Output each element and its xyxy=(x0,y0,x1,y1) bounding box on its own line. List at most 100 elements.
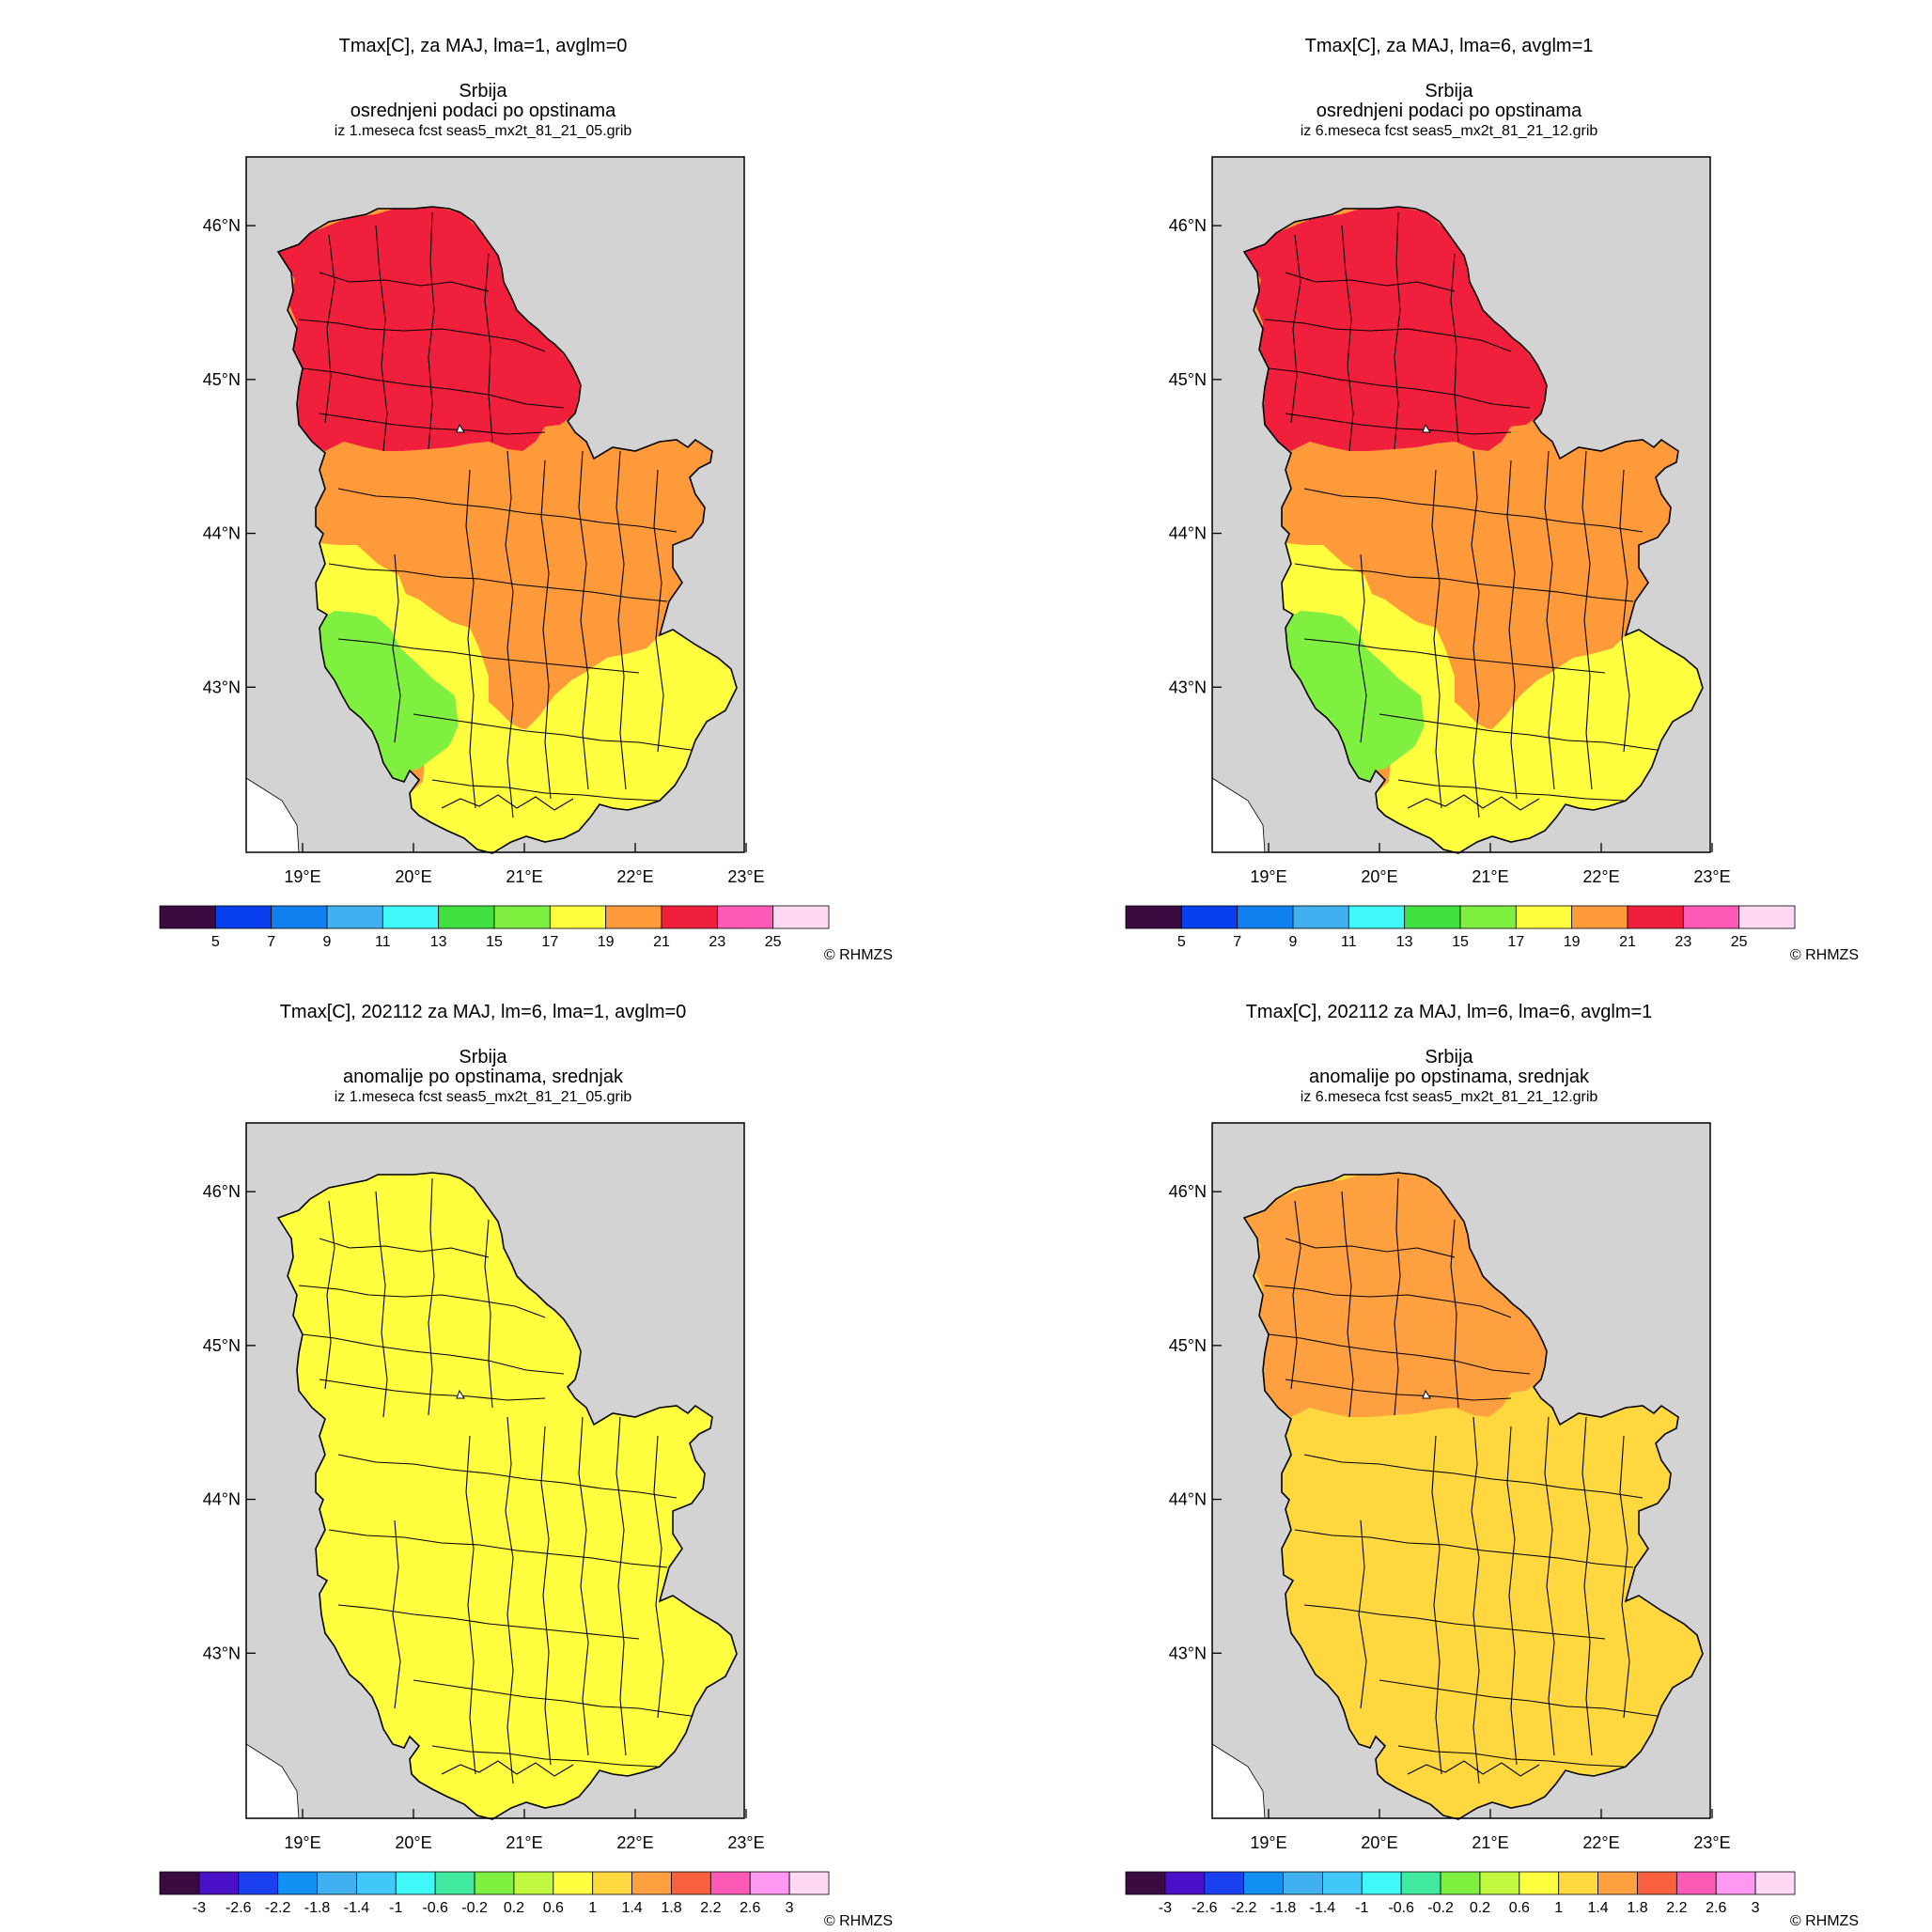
colorbar-label: 0.6 xyxy=(543,1900,564,1916)
colorbar-label: 17 xyxy=(541,934,558,950)
map-panel-2: Tmax[C], za MAJ, lma=6, avglm=1 Srbija osr… xyxy=(966,0,1932,966)
colorbar-swatch xyxy=(788,1871,830,1895)
y-tick-label: 46°N xyxy=(1169,1182,1207,1201)
colorbar-swatch xyxy=(395,1871,436,1895)
colorbar-swatch xyxy=(271,905,328,929)
country-outline xyxy=(1242,1172,1704,1820)
panel-country: Srbija xyxy=(1425,1047,1473,1067)
y-tick-label: 45°N xyxy=(203,1336,241,1355)
colorbar-label: 21 xyxy=(1619,934,1636,950)
x-tick-label: 22°E xyxy=(1582,1833,1619,1852)
colorbar-swatch xyxy=(749,1871,790,1895)
region-south xyxy=(1379,1658,1567,1819)
x-tick-label: 21°E xyxy=(506,867,542,886)
region-north xyxy=(1244,1173,1547,1417)
colorbar-swatch xyxy=(474,1871,515,1895)
colorbar-label: 3 xyxy=(786,1900,794,1916)
colorbar-label: 25 xyxy=(765,934,782,950)
colorbar-label: 19 xyxy=(598,934,615,950)
colorbar-swatch xyxy=(1597,1871,1638,1895)
map-panel-1: Tmax[C], za MAJ, lma=1, avglm=0 Srbija osr… xyxy=(0,0,966,966)
colorbar-label: -2.6 xyxy=(226,1900,252,1916)
x-tick-label: 23°E xyxy=(1693,867,1730,886)
colorbar-label: 2.6 xyxy=(740,1900,760,1916)
colorbar-swatch xyxy=(1637,1871,1677,1895)
colorbar: 5 7 9 11 13 15 17 19 21 23 25 xyxy=(1125,905,1796,950)
map-svg: 46°N 45°N 44°N 43°N 19°E 20°E 21°E 22°E 23°E 5 7 9 1… xyxy=(159,156,830,950)
map-svg: 46°N 45°N 44°N 43°N 19°E 20°E 21°E 22°E 23°E 5 7 9 1… xyxy=(1125,156,1796,950)
colorbar-label: 13 xyxy=(1396,934,1413,950)
region-southwest xyxy=(1285,1577,1430,1748)
y-tick-label: 45°N xyxy=(1169,1336,1207,1355)
colorbar-swatch xyxy=(159,1871,200,1895)
colorbar-swatch xyxy=(1322,1871,1363,1895)
colorbar-swatch xyxy=(592,1871,632,1895)
x-tick-label: 23°E xyxy=(727,1833,764,1852)
panel-source: iz 1.meseca fcst seas5_mx2t_81_21_05.gri… xyxy=(334,1089,632,1105)
colorbar-label: 11 xyxy=(375,934,391,950)
y-tick-label: 46°N xyxy=(203,216,241,235)
panel-country: Srbija xyxy=(459,81,507,101)
panel-country: Srbija xyxy=(1425,81,1473,101)
colorbar-swatch xyxy=(1400,1871,1441,1895)
colorbar-label: 1 xyxy=(588,1900,597,1916)
x-tick-label: 21°E xyxy=(1472,1833,1508,1852)
colorbar-swatch xyxy=(631,1871,672,1895)
colorbar-swatch xyxy=(1738,905,1796,929)
colorbar-swatch xyxy=(214,905,273,929)
colorbar: 5 7 9 11 13 15 17 19 21 23 25 xyxy=(159,905,830,950)
colorbar-swatch xyxy=(1515,905,1573,929)
colorbar-label: 7 xyxy=(267,934,275,950)
panel-subtitle: anomalije po opstinama, srednjak xyxy=(1309,1067,1589,1087)
colorbar-swatch xyxy=(159,905,216,929)
colorbar-label: 9 xyxy=(323,934,332,950)
region-center xyxy=(1282,425,1678,729)
y-tick-label: 45°N xyxy=(203,370,241,389)
colorbar-swatch xyxy=(1459,905,1517,929)
colorbar: -3 -2.6 -2.2 -1.8 -1.4 -1 -0.6 -0.2 0.2 0.6 1 1.4 1.… xyxy=(1125,1871,1796,1916)
colorbar-swatch xyxy=(198,1871,240,1895)
colorbar-swatch xyxy=(1237,905,1294,929)
map-svg: 46°N 45°N 44°N 43°N 19°E 20°E 21°E 22°E 23°E -3 -2… xyxy=(159,1122,830,1916)
region-center xyxy=(1282,1391,1678,1695)
colorbar-swatch xyxy=(434,1871,475,1895)
panel-title: Tmax[C], za MAJ, lma=1, avglm=0 xyxy=(338,36,628,56)
colorbar-label: 2.2 xyxy=(1666,1900,1687,1916)
colorbar-label: 23 xyxy=(1675,934,1691,950)
colorbar-label: -1 xyxy=(389,1900,402,1916)
region-southwest xyxy=(319,1577,464,1748)
x-tick-label: 19°E xyxy=(1250,867,1286,886)
colorbar-label: -0.2 xyxy=(1427,1900,1454,1916)
colorbar-label: -1.8 xyxy=(304,1900,331,1916)
colorbar-label: 5 xyxy=(211,934,220,950)
colorbar-label: 1 xyxy=(1554,1900,1563,1916)
colorbar-swatch xyxy=(716,905,774,929)
colorbar-label: -1.4 xyxy=(344,1900,370,1916)
colorbar-label: 0.6 xyxy=(1509,1900,1530,1916)
colorbar-swatch xyxy=(1204,1871,1245,1895)
colorbar-swatch xyxy=(709,1871,751,1895)
x-tick-label: 22°E xyxy=(1582,867,1619,886)
x-tick-label: 19°E xyxy=(284,867,320,886)
colorbar-swatch xyxy=(1361,1871,1402,1895)
y-tick-label: 43°N xyxy=(203,678,241,696)
x-tick-label: 19°E xyxy=(284,1833,320,1852)
country-outline xyxy=(276,206,738,854)
colorbar-swatch xyxy=(1283,1871,1323,1895)
colorbar-label: -1.8 xyxy=(1270,1900,1297,1916)
colorbar-label: 9 xyxy=(1289,934,1298,950)
y-tick-label: 43°N xyxy=(1169,678,1207,696)
colorbar-label: -2.6 xyxy=(1192,1900,1218,1916)
x-tick-label: 22°E xyxy=(616,1833,653,1852)
colorbar-swatch xyxy=(1558,1871,1598,1895)
panel-source: iz 1.meseca fcst seas5_mx2t_81_21_05.gri… xyxy=(334,123,632,139)
panel-subtitle: osrednjeni podaci po opstinama xyxy=(1316,101,1582,121)
country-outline xyxy=(276,1172,738,1820)
map-svg: 46°N 45°N 44°N 43°N 19°E 20°E 21°E 22°E 23°E -3 -2… xyxy=(1125,1122,1796,1916)
colorbar-label: 19 xyxy=(1564,934,1581,950)
colorbar-label: 11 xyxy=(1341,934,1357,950)
colorbar-label: -3 xyxy=(193,1900,206,1916)
credit-label: © RHMZS xyxy=(823,947,893,963)
country-outline xyxy=(1242,206,1704,854)
colorbar-swatch xyxy=(1292,905,1349,929)
